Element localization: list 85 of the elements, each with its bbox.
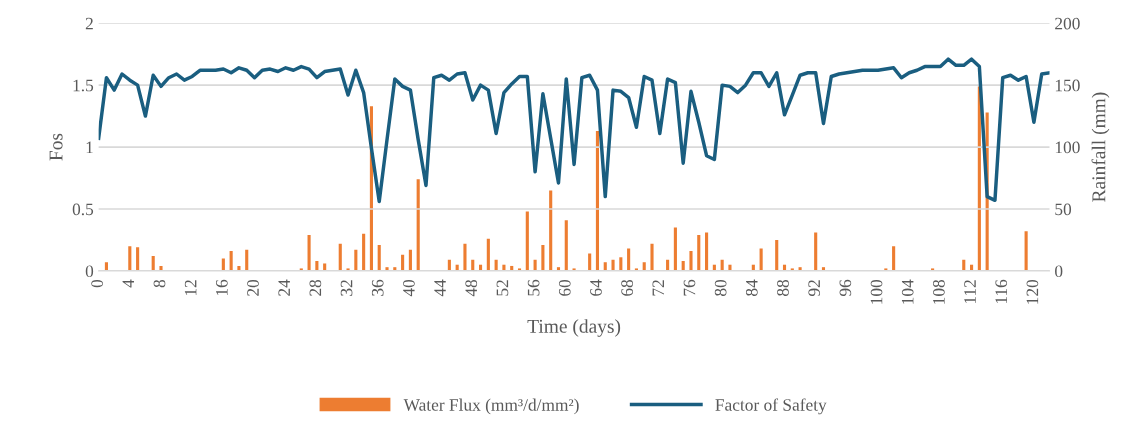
x-tick-label: 84 — [745, 279, 758, 296]
y-tick-label: 0.5 — [72, 203, 94, 216]
bar — [611, 259, 615, 271]
y-tick-label: 0 — [85, 265, 94, 278]
x-tick-label: 96 — [839, 279, 852, 297]
bar — [549, 190, 553, 271]
bar — [338, 243, 342, 271]
line-series — [98, 57, 1050, 204]
x-tick-label: 4 — [122, 279, 134, 288]
x-tick-label: 112 — [964, 280, 976, 304]
bar — [159, 265, 163, 271]
x-tick-label: 92 — [808, 280, 821, 297]
x-tick-label: 28 — [309, 279, 322, 296]
x-tick-label: 80 — [714, 279, 727, 296]
x-tick-label: 40 — [403, 279, 415, 297]
y2-tick-label: 200 — [1055, 17, 1080, 30]
x-tick-label: 64 — [590, 279, 602, 296]
bar — [892, 246, 896, 271]
bar — [595, 130, 600, 271]
bar — [650, 243, 654, 271]
bar — [759, 248, 763, 271]
bar — [1024, 231, 1028, 271]
x-tick-label: 16 — [216, 279, 228, 296]
x-tick-label: 48 — [465, 279, 478, 297]
y2-tick-label: 150 — [1055, 79, 1080, 92]
legend-label: Water Flux (mm³/d/mm²) — [403, 398, 579, 415]
bar — [689, 251, 693, 271]
x-tick-label: 44 — [434, 279, 446, 297]
x-tick-label: 52 — [496, 280, 509, 296]
bar — [362, 233, 366, 271]
bar — [486, 238, 490, 271]
bar — [705, 232, 709, 271]
legend-label: Factor of Safety — [715, 398, 827, 415]
y-tick-label: 1 — [86, 141, 93, 154]
bar — [728, 264, 732, 271]
x-tick-label: 12 — [184, 280, 197, 296]
y-tick-label: 1.5 — [73, 79, 94, 92]
x-axis-title: Time (days) — [527, 319, 621, 337]
bar — [354, 249, 358, 271]
y2-tick-label: 0 — [1055, 265, 1063, 278]
y2-axis-title: Rainfall (mm) — [1091, 92, 1110, 202]
x-tick-label: 56 — [527, 279, 540, 296]
x-tick-label: 108 — [933, 279, 945, 304]
bar — [697, 234, 701, 271]
bar — [229, 251, 233, 271]
bar — [564, 220, 568, 271]
x-tick-label: 116 — [995, 279, 1008, 304]
x-tick-label: 32 — [340, 280, 353, 296]
x-tick-label: 60 — [558, 279, 571, 296]
y-axis-title: Fos — [49, 133, 63, 161]
x-tick-label: 88 — [777, 279, 789, 296]
bar — [128, 246, 132, 271]
bar — [814, 232, 818, 271]
bar — [245, 249, 249, 271]
y2-tick-label: 100 — [1055, 141, 1080, 154]
bar — [307, 234, 311, 271]
x-tick-label: 104 — [901, 279, 914, 304]
x-tick-label: 76 — [683, 279, 696, 296]
bar — [323, 263, 327, 271]
bar — [541, 244, 545, 271]
bar — [525, 211, 529, 271]
x-tick-label: 24 — [278, 279, 290, 296]
x-tick-label: 8 — [153, 279, 166, 288]
bar — [385, 267, 389, 271]
x-tick-label: 120 — [1026, 279, 1039, 304]
bar — [627, 248, 631, 271]
x-tick-label: 0 — [91, 279, 103, 288]
bar — [136, 247, 140, 271]
y-tick-label: 2 — [85, 17, 93, 30]
x-tick-label: 68 — [621, 279, 633, 296]
bar — [151, 256, 155, 271]
x-tick-label: 36 — [371, 279, 384, 296]
bar — [401, 254, 405, 271]
bar — [463, 243, 467, 271]
x-tick-label: 100 — [870, 279, 883, 304]
bar — [619, 257, 623, 271]
x-tick-label: 20 — [247, 279, 259, 296]
bar — [673, 227, 677, 271]
bar — [377, 244, 381, 271]
bar — [416, 179, 420, 271]
bar — [408, 249, 412, 271]
x-tick-label: 72 — [652, 280, 664, 296]
bar — [775, 239, 779, 271]
bar — [346, 268, 350, 271]
y2-tick-label: 50 — [1055, 203, 1072, 216]
